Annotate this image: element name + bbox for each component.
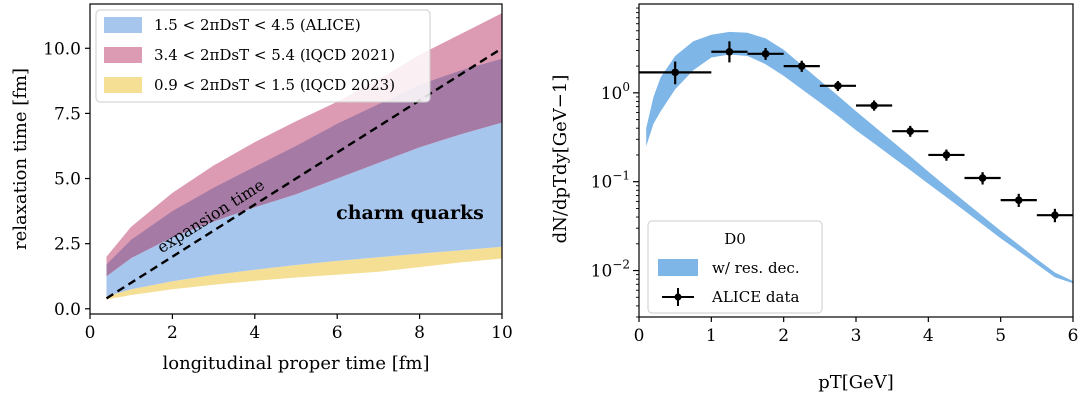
legend-entry-lqcd-2023: 0.9 < 2πDsT < 1.5 (lQCD 2023): [154, 76, 395, 94]
right-x-ticks: 0 1 2 3 4 5 6: [634, 317, 1079, 346]
point-marker: [870, 101, 878, 110]
legend-swatch-lqcd-2023: [104, 77, 142, 93]
charm-quarks-annotation: charm quarks: [336, 202, 484, 224]
right-y-axis-label: dN/dpTdy[GeV−1]: [550, 75, 571, 244]
legend-entry-band: w/ res. dec.: [712, 259, 800, 277]
band-0: [106, 122, 502, 297]
point-marker: [1051, 211, 1059, 219]
data-point: [964, 172, 1001, 185]
legend-entry-alice: 1.5 < 2πDsT < 4.5 (ALICE): [154, 16, 361, 34]
right-x-tick-label: 0: [634, 326, 645, 346]
legend-entry-data: ALICE data: [711, 288, 799, 306]
right-legend-frame: [647, 220, 823, 314]
left-plot-frame: [89, 3, 503, 315]
data-point: [747, 47, 784, 60]
spectrum-band: [646, 31, 1073, 284]
left-y-ticks: 0.0 2.5 5.0 7.5 10.0: [43, 39, 90, 320]
right-x-axis-label: pT[GeV]: [818, 372, 894, 393]
data-point: [639, 61, 712, 85]
left-y-tick-label: 10.0: [43, 39, 81, 59]
right-x-tick-label: 2: [778, 326, 789, 346]
left-y-axis-label: relaxation time [fm]: [10, 68, 31, 250]
left-y-tick-label: 5.0: [54, 170, 81, 190]
point-marker: [978, 174, 987, 182]
band-overlap: [106, 58, 502, 277]
right-x-tick-label: 1: [706, 326, 717, 346]
left-y-tick-label: 0.0: [54, 300, 81, 320]
left-y-tick-label: 2.5: [54, 235, 81, 255]
alice-data-points: [639, 41, 1073, 223]
data-point: [928, 149, 965, 161]
left-x-tick-label: 8: [414, 323, 425, 343]
point-marker: [761, 50, 770, 58]
point-marker: [671, 68, 679, 77]
point-marker: [906, 127, 915, 136]
left-x-tick-label: 6: [332, 323, 343, 343]
point-marker: [797, 62, 806, 70]
data-point: [711, 41, 748, 63]
right-y-tick-label: 10−2: [591, 258, 630, 282]
legend-swatch-alice: [104, 17, 142, 33]
right-y-tick-label: 100: [601, 80, 630, 104]
left-legend-frame: [95, 9, 431, 103]
legend-title: D0: [724, 230, 746, 248]
right-y-ticks: 100 10−1 10−2: [591, 7, 639, 318]
left-x-tick-label: 4: [249, 323, 260, 343]
band-2: [106, 246, 502, 300]
data-point: [819, 80, 856, 91]
data-point: [892, 125, 929, 137]
left-legend: 1.5 < 2πDsT < 4.5 (ALICE) 3.4 < 2πDsT < …: [95, 9, 431, 103]
point-marker: [725, 47, 734, 56]
left-x-ticks: 0 2 4 6 8 10: [85, 314, 513, 343]
d0-spectrum-chart: 0 1 2 3 4 5 6 100 10−1 10−2 pT[GeV] dN/dpTdy[GeV…: [550, 3, 1079, 393]
left-x-axis-label: longitudinal proper time [fm]: [162, 353, 429, 374]
right-x-tick-label: 6: [1068, 326, 1079, 346]
right-x-tick-label: 4: [923, 326, 934, 346]
point-marker: [1014, 196, 1023, 204]
legend-marker-data: [662, 288, 694, 306]
left-x-tick-label: 2: [167, 323, 178, 343]
left-x-tick-label: 10: [491, 323, 513, 343]
right-x-tick-label: 3: [851, 326, 862, 346]
right-legend: D0 w/ res. dec. ALICE data: [647, 220, 823, 314]
data-point: [856, 100, 893, 111]
data-point: [1036, 208, 1073, 223]
point-marker: [834, 82, 842, 90]
point-marker: [942, 151, 951, 159]
data-point: [783, 60, 820, 72]
legend-entry-lqcd-2021: 3.4 < 2πDsT < 5.4 (lQCD 2021): [154, 46, 395, 64]
right-x-tick-label: 5: [995, 326, 1006, 346]
relaxation-time-chart: expansion time charm quarks 0 2 4 6 8 10 0.02…: [10, 3, 513, 374]
legend-swatch-lqcd-2021: [104, 47, 142, 63]
left-y-tick-label: 7.5: [54, 104, 81, 124]
right-y-tick-label: 10−1: [591, 169, 630, 193]
left-x-tick-label: 0: [85, 323, 96, 343]
data-point: [1000, 193, 1037, 207]
legend-swatch-band: [658, 259, 698, 276]
